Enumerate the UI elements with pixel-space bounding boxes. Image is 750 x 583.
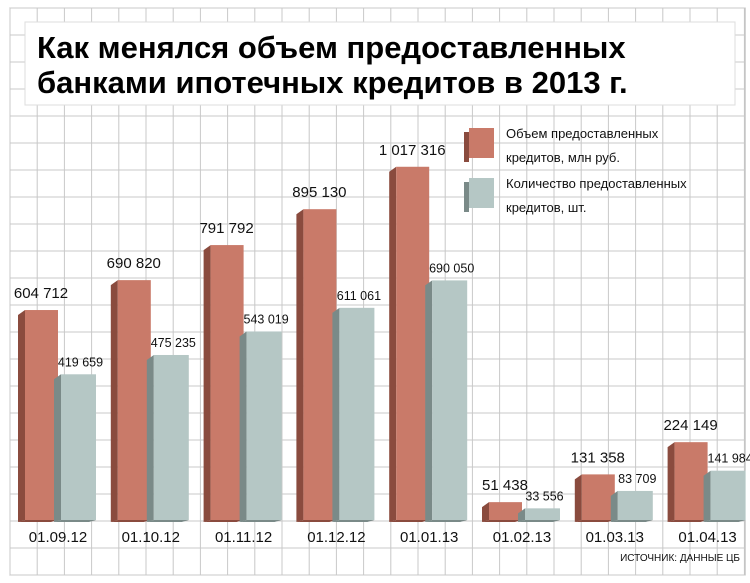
data-label: 1 017 316: [379, 142, 446, 159]
bar-count: [710, 470, 746, 520]
legend: Объем предоставленных кредитов, млн руб.…: [464, 126, 687, 215]
bar-base: [296, 520, 337, 522]
data-label: 131 358: [571, 449, 625, 466]
bar-side: [54, 374, 61, 522]
bar-volume: [396, 166, 430, 521]
bar-base: [332, 520, 375, 522]
legend-label-volume-2: кредитов, млн руб.: [506, 150, 620, 165]
legend-label-count-2: кредитов, шт.: [506, 200, 586, 215]
bar-base: [146, 520, 189, 522]
bar-volume: [117, 280, 151, 520]
data-label: 604 712: [14, 285, 68, 302]
data-label: 51 438: [482, 477, 528, 494]
x-tick-label: 01.11.12: [215, 529, 272, 546]
bar-side: [389, 166, 397, 523]
data-label: 690 820: [107, 255, 161, 272]
bar-volume: [581, 474, 615, 520]
x-tick-label: 01.02.13: [493, 529, 551, 546]
x-tick-label: 01.03.13: [586, 529, 644, 546]
data-label: 475 235: [151, 336, 196, 350]
x-tick-label: 01.01.13: [400, 529, 458, 546]
source-note: ИСТОЧНИК: ДАННЫЕ ЦБ: [620, 553, 740, 564]
bar-base: [482, 520, 522, 522]
x-tick-label: 01.10.12: [122, 529, 180, 546]
legend-label-count-1: Количество предоставленных: [506, 176, 687, 191]
chart-title-line-2: банками ипотечных кредитов в 2013 г.: [37, 65, 628, 100]
bar-side: [18, 310, 25, 522]
data-label: 791 792: [199, 220, 253, 237]
data-label: 543 019: [244, 312, 289, 326]
data-label: 83 709: [618, 472, 656, 486]
data-label: 895 130: [292, 184, 346, 201]
bar-base: [425, 520, 468, 522]
bar-side: [574, 474, 582, 522]
legend-swatch-volume: [469, 128, 494, 158]
bar-side: [425, 280, 433, 522]
bar-volume: [674, 442, 708, 520]
bar-side: [610, 490, 618, 522]
bar-side: [146, 354, 154, 522]
bar-side: [703, 470, 711, 522]
bar-side: [239, 331, 247, 522]
legend-swatch-volume: [464, 132, 469, 162]
data-label: 611 061: [337, 289, 381, 303]
bar-base: [518, 520, 560, 522]
legend-swatch-count: [464, 182, 469, 212]
data-label: 690 050: [429, 261, 474, 275]
bar-base: [18, 520, 58, 522]
bar-side: [203, 245, 211, 523]
legend-label-volume-1: Объем предоставленных: [506, 126, 659, 141]
data-label: 33 556: [525, 489, 563, 503]
bar-side: [667, 442, 675, 522]
data-label: 141 984: [708, 452, 750, 466]
bar-count: [339, 307, 375, 520]
bar-base: [203, 520, 244, 522]
bar-base: [110, 520, 151, 522]
x-tick-label: 01.09.12: [29, 529, 87, 546]
bar-count: [246, 331, 282, 520]
chart-title-line-1: Как менялся объем предоставленных: [37, 30, 626, 65]
bar-side: [482, 502, 489, 522]
bar-side: [518, 508, 525, 522]
bar-base: [574, 520, 615, 522]
bar-volume: [25, 310, 58, 520]
bar-count: [617, 490, 653, 520]
bar-base: [610, 520, 653, 522]
bar-base: [703, 520, 746, 522]
legend-swatch-count: [469, 178, 494, 208]
bar-side: [296, 209, 304, 522]
bar-count: [153, 354, 189, 520]
bar-volume: [489, 502, 522, 520]
bar-base: [389, 520, 430, 522]
bar-base: [54, 520, 96, 522]
bar-side: [332, 307, 340, 522]
bar-count: [432, 280, 468, 520]
bar-volume: [303, 209, 337, 520]
title-box: [24, 21, 736, 106]
bar-count: [525, 508, 560, 520]
bar-count: [61, 374, 96, 520]
bar-base: [239, 520, 282, 522]
data-label: 419 659: [58, 355, 103, 369]
bar-base: [667, 520, 708, 522]
x-tick-label: 01.12.12: [307, 529, 365, 546]
bar-volume: [210, 245, 244, 521]
bar-side: [110, 280, 118, 522]
x-tick-label: 01.04.13: [678, 529, 736, 546]
data-label: 224 149: [663, 417, 717, 434]
